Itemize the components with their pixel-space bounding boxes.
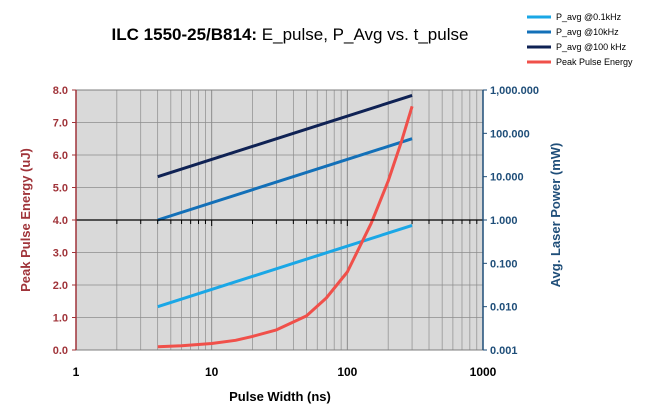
y-left-tick-label: 2.0 bbox=[53, 280, 68, 292]
y-left-tick-label: 3.0 bbox=[53, 248, 68, 260]
y-right-tick-label: 0.100 bbox=[490, 258, 518, 270]
chart-title-rest: E_pulse, P_Avg vs. t_pulse bbox=[257, 25, 468, 44]
series-line-2 bbox=[157, 93, 413, 179]
legend-label-0: P_avg @0.1kHz bbox=[556, 12, 622, 22]
legend-label-2: P_avg @100 kHz bbox=[556, 42, 627, 52]
y-right-tick-label: 1,000.000 bbox=[490, 85, 539, 97]
legend: P_avg @0.1kHz P_avg @10kHz P_avg @100 kHz P… bbox=[527, 12, 633, 67]
x-tick-label: 1000 bbox=[470, 365, 497, 379]
y-left-tick-label: 5.0 bbox=[53, 183, 68, 195]
legend-label-1: P_avg @10kHz bbox=[556, 27, 619, 37]
y-right-tick-label: 100.000 bbox=[490, 128, 530, 140]
y-right-tick-label: 10.000 bbox=[490, 172, 524, 184]
series-line-0 bbox=[157, 223, 413, 309]
y-right-tick-label: 0.010 bbox=[490, 302, 518, 314]
axes: 1 10 100 1000 0.0 1.0 2.0 3.0 4.0 5.0 6.0 7.0 8.0 0.0… bbox=[53, 85, 539, 379]
series-line-1 bbox=[157, 137, 413, 222]
y-right-tick-label: 1.000 bbox=[490, 215, 518, 227]
y-axis-left-label: Peak Pulse Energy (uJ) bbox=[18, 148, 33, 292]
y-left-tick-label: 1.0 bbox=[53, 313, 68, 325]
x-tick-label: 1 bbox=[73, 365, 80, 379]
y-left-tick-label: 0.0 bbox=[53, 345, 68, 357]
y-right-tick-label: 0.001 bbox=[490, 345, 518, 357]
y-left-tick-label: 7.0 bbox=[53, 118, 68, 130]
x-axis-label: Pulse Width (ns) bbox=[229, 389, 331, 404]
y-left-tick-label: 4.0 bbox=[53, 215, 68, 227]
x-tick-label: 100 bbox=[337, 365, 357, 379]
y-left-tick-label: 8.0 bbox=[53, 85, 68, 97]
x-tick-label: 10 bbox=[205, 365, 219, 379]
y-axis-right-label: Avg. Laser Power (mW) bbox=[548, 143, 563, 288]
y-left-tick-label: 6.0 bbox=[53, 150, 68, 162]
series-line-3 bbox=[157, 105, 414, 349]
chart-title-bold: ILC 1550-25/B814: bbox=[112, 25, 258, 44]
chart-title: ILC 1550-25/B814: E_pulse, P_Avg vs. t_p… bbox=[112, 25, 469, 44]
legend-label-3: Peak Pulse Energy bbox=[556, 57, 633, 67]
